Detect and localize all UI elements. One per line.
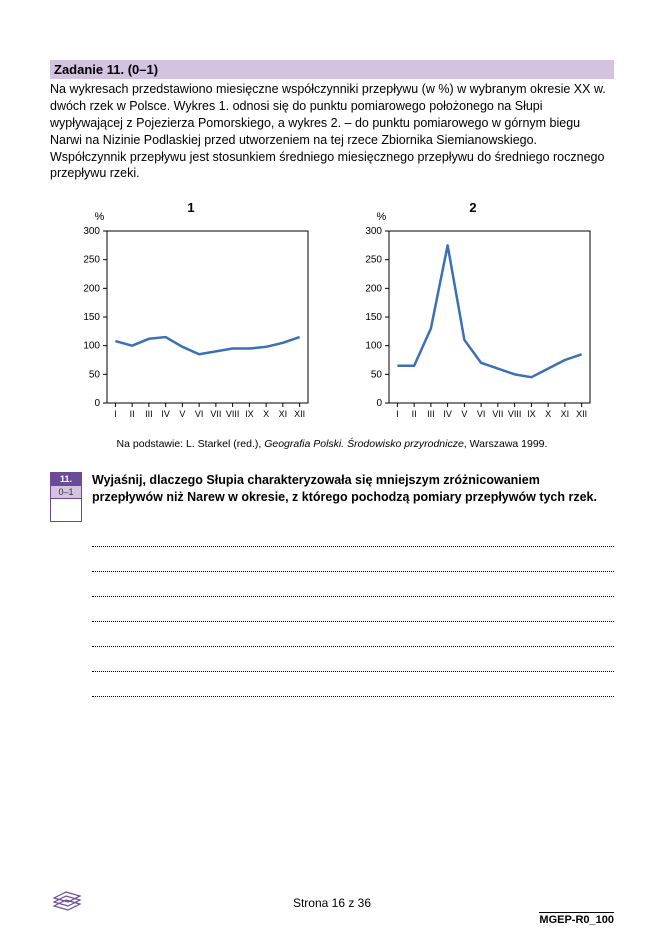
svg-text:I: I xyxy=(396,409,399,419)
svg-text:XII: XII xyxy=(294,409,305,419)
footer: Strona 16 z 36 xyxy=(0,896,664,910)
score-box: 11. 0–1 xyxy=(50,472,82,522)
svg-text:VIII: VIII xyxy=(507,409,521,419)
svg-text:0: 0 xyxy=(376,398,382,409)
chart-1: 050100150200250300IIIIIIIVVVIVIIVIIIIXXX… xyxy=(69,225,314,425)
svg-text:300: 300 xyxy=(83,226,100,237)
svg-text:0: 0 xyxy=(94,398,100,409)
svg-text:XII: XII xyxy=(576,409,587,419)
answer-line xyxy=(92,646,614,647)
svg-text:I: I xyxy=(114,409,117,419)
book-icon xyxy=(50,888,84,914)
svg-text:IV: IV xyxy=(443,409,452,419)
svg-text:II: II xyxy=(411,409,416,419)
citation-prefix: Na podstawie: L. Starkel (red.), xyxy=(117,438,265,450)
svg-text:150: 150 xyxy=(83,312,100,323)
answer-line xyxy=(92,571,614,572)
score-num: 11. xyxy=(51,473,81,485)
answer-line xyxy=(92,596,614,597)
answer-line xyxy=(92,696,614,697)
svg-text:300: 300 xyxy=(365,226,382,237)
answer-line xyxy=(92,621,614,622)
question-text: Wyjaśnij, dlaczego Słupia charakteryzowa… xyxy=(92,472,614,506)
score-range: 0–1 xyxy=(51,485,81,499)
svg-text:250: 250 xyxy=(365,255,382,266)
svg-text:200: 200 xyxy=(365,284,382,295)
page-number: Strona 16 z 36 xyxy=(293,896,371,910)
chart-1-ylabel: % xyxy=(95,211,105,223)
charts-row: 1 % 050100150200250300IIIIIIIVVVIVIIVIII… xyxy=(50,200,614,428)
doc-id: MGEP-R0_100 xyxy=(539,912,614,926)
svg-text:VIII: VIII xyxy=(225,409,239,419)
svg-text:V: V xyxy=(179,409,185,419)
svg-text:VI: VI xyxy=(476,409,485,419)
task-header: Zadanie 11. (0–1) xyxy=(50,60,614,79)
citation-italic: Geografia Polski. Środowisko przyrodnicz… xyxy=(264,438,464,450)
svg-text:IX: IX xyxy=(527,409,536,419)
chart-2-block: 2 % 050100150200250300IIIIIIIVVVIVIIVIII… xyxy=(351,200,596,428)
svg-text:III: III xyxy=(427,409,435,419)
svg-text:III: III xyxy=(145,409,153,419)
answer-line xyxy=(92,671,614,672)
chart-1-block: 1 % 050100150200250300IIIIIIIVVVIVIIVIII… xyxy=(69,200,314,428)
citation: Na podstawie: L. Starkel (red.), Geograf… xyxy=(50,438,614,450)
svg-text:VI: VI xyxy=(194,409,203,419)
svg-text:200: 200 xyxy=(83,284,100,295)
svg-text:VII: VII xyxy=(492,409,503,419)
svg-text:50: 50 xyxy=(370,370,382,381)
svg-text:II: II xyxy=(129,409,134,419)
svg-text:100: 100 xyxy=(365,341,382,352)
svg-text:IV: IV xyxy=(161,409,170,419)
svg-text:150: 150 xyxy=(365,312,382,323)
svg-text:V: V xyxy=(461,409,467,419)
svg-text:XI: XI xyxy=(278,409,287,419)
task-body-text: Na wykresach przedstawiono miesięczne ws… xyxy=(50,81,614,182)
chart-2: 050100150200250300IIIIIIIVVVIVIIVIIIIXXX… xyxy=(351,225,596,425)
svg-text:50: 50 xyxy=(88,370,100,381)
citation-suffix: , Warszawa 1999. xyxy=(464,438,548,450)
svg-text:X: X xyxy=(545,409,551,419)
svg-text:XI: XI xyxy=(560,409,569,419)
chart-2-title: 2 xyxy=(469,200,476,215)
chart-2-ylabel: % xyxy=(377,211,387,223)
score-blank xyxy=(51,499,81,521)
svg-text:X: X xyxy=(263,409,269,419)
svg-text:100: 100 xyxy=(83,341,100,352)
answer-lines xyxy=(92,546,614,697)
chart-1-title: 1 xyxy=(187,200,194,215)
question-row: 11. 0–1 Wyjaśnij, dlaczego Słupia charak… xyxy=(50,472,614,522)
svg-text:IX: IX xyxy=(245,409,254,419)
answer-line xyxy=(92,546,614,547)
svg-text:250: 250 xyxy=(83,255,100,266)
svg-text:VII: VII xyxy=(210,409,221,419)
